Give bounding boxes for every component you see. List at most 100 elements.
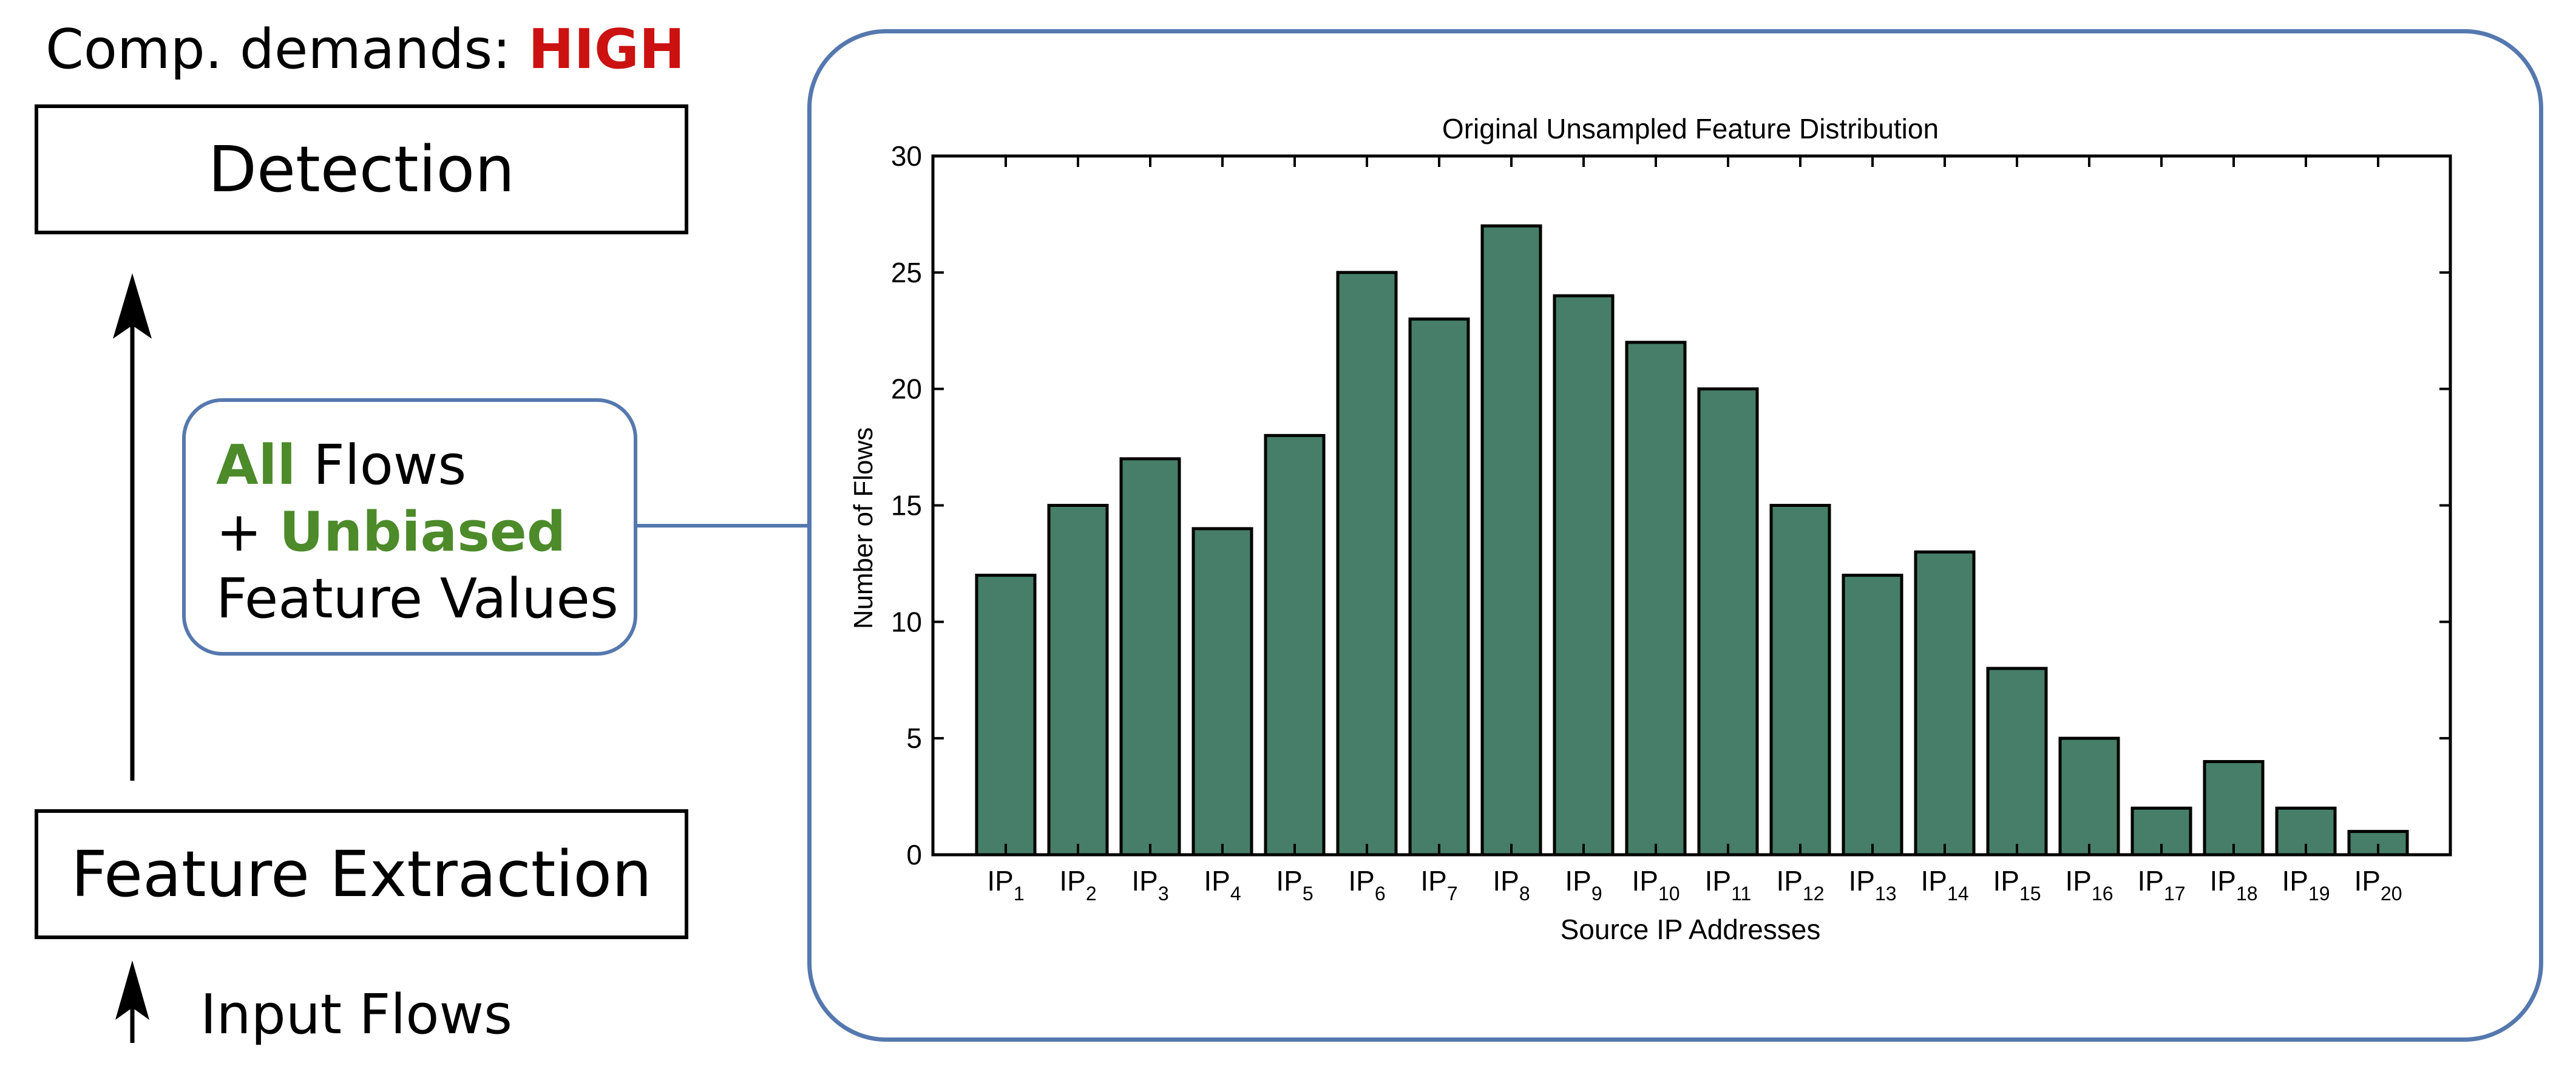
callout-all-highlight: All <box>216 433 296 497</box>
detection-box: Detection <box>35 104 688 234</box>
y-tick-label: 30 <box>891 140 922 172</box>
x-tick-label: IP11 <box>1705 865 1752 905</box>
input-arrow-head <box>115 960 149 1020</box>
x-tick-label-base: IP <box>987 865 1013 897</box>
x-tick-label: IP3 <box>1131 865 1168 905</box>
x-tick-label-base: IP <box>2354 865 2380 897</box>
x-tick-label: IP15 <box>1993 865 2041 905</box>
x-tick-label-base: IP <box>2209 865 2235 897</box>
bar-ip-8 <box>1480 224 1542 857</box>
input-flows-label: Input Flows <box>200 983 512 1047</box>
x-tick-label: IP5 <box>1276 865 1313 905</box>
bar-ip-5 <box>1264 433 1326 857</box>
comp-demands-level: HIGH <box>528 18 685 81</box>
x-tick-label: IP12 <box>1776 865 1824 905</box>
x-tick-label-subscript: 11 <box>1731 883 1751 905</box>
bar-ip-9 <box>1553 294 1615 857</box>
x-tick-label-base: IP <box>1632 865 1658 897</box>
x-tick-label: IP9 <box>1565 865 1602 905</box>
x-tick-label-subscript: 3 <box>1158 883 1169 905</box>
y-tick-label: 5 <box>906 722 922 754</box>
y-tick-label: 15 <box>891 490 922 521</box>
x-tick-label: IP18 <box>2209 865 2257 905</box>
x-tick-label-subscript: 17 <box>2164 883 2186 905</box>
bar-ip-18 <box>2203 760 2265 857</box>
callout-flows-text: Flows <box>296 433 467 497</box>
x-tick-label-subscript: 6 <box>1375 883 1386 905</box>
callout-plus: + <box>216 500 280 564</box>
computational-demands-label: Comp. demands: HIGH <box>46 13 685 86</box>
feature-extraction-label: Feature Extraction <box>71 837 652 911</box>
feature-extraction-box: Feature Extraction <box>35 809 688 939</box>
x-tick-label: IP4 <box>1204 865 1241 905</box>
x-tick-label-subscript: 9 <box>1591 883 1602 905</box>
x-axis-label: Source IP Addresses <box>1561 914 1821 945</box>
x-tick-label-subscript: 16 <box>2092 883 2113 905</box>
x-tick-label-subscript: 19 <box>2308 883 2330 905</box>
x-tick-label-base: IP <box>1204 865 1230 897</box>
ticks-group: IP1 IP2 IP3 IP4 IP5 IP6 IP7 IP8 IP9 IP10 IP11 IP12 I… <box>891 140 2450 905</box>
x-tick-label-base: IP <box>1493 865 1519 897</box>
x-tick-label-subscript: 1 <box>1014 883 1025 905</box>
x-tick-label-subscript: 13 <box>1875 883 1897 905</box>
x-tick-label: IP6 <box>1348 865 1385 905</box>
y-tick-label: 25 <box>891 257 922 288</box>
plot-frame <box>931 154 2452 857</box>
x-tick-label: IP13 <box>1848 865 1896 905</box>
bar-ip-12 <box>1769 504 1831 857</box>
bar-ip-16 <box>2058 736 2120 857</box>
x-tick-label-base: IP <box>1993 865 2019 897</box>
bar-ip-3 <box>1119 457 1181 857</box>
x-tick-label: IP16 <box>2065 865 2113 905</box>
x-tick-label: IP19 <box>2282 865 2330 905</box>
x-tick-label-subscript: 14 <box>1947 883 1969 905</box>
x-tick-label-subscript: 7 <box>1447 883 1458 905</box>
callout-line-3: Feature Values <box>216 567 619 631</box>
y-tick-label: 0 <box>906 839 922 871</box>
x-tick-label-subscript: 4 <box>1230 883 1241 905</box>
y-tick-label: 10 <box>891 606 922 637</box>
x-tick-label: IP20 <box>2354 865 2402 905</box>
x-tick-label-subscript: 15 <box>2019 883 2041 905</box>
callout-box: All Flows + Unbiased Feature Values <box>182 398 637 656</box>
bar-ip-10 <box>1625 341 1687 857</box>
callout-line-2: + Unbiased <box>216 499 634 566</box>
x-tick-label-subscript: 10 <box>1658 883 1680 905</box>
bar-ip-14 <box>1914 550 1976 857</box>
x-tick-label-base: IP <box>1131 865 1158 897</box>
y-axis-label: Number of Flows <box>849 427 878 630</box>
detection-label: Detection <box>208 132 515 206</box>
x-tick-label-subscript: 2 <box>1086 883 1097 905</box>
x-tick-label-base: IP <box>1276 865 1302 897</box>
x-tick-label-base: IP <box>1920 865 1947 897</box>
x-tick-label-base: IP <box>1565 865 1591 897</box>
x-tick-label-base: IP <box>1420 865 1446 897</box>
comp-demands-text: Comp. demands: <box>46 18 511 81</box>
callout-unbiased-highlight: Unbiased <box>279 500 566 564</box>
x-tick-label-base: IP <box>2065 865 2091 897</box>
bar-ip-19 <box>2275 806 2337 857</box>
bar-ip-2 <box>1047 504 1109 857</box>
bar-ip-1 <box>975 574 1037 857</box>
x-tick-label-base: IP <box>1776 865 1802 897</box>
x-tick-label-subscript: 20 <box>2381 883 2402 905</box>
x-tick-label: IP14 <box>1920 865 1968 905</box>
x-tick-label-base: IP <box>1348 865 1374 897</box>
pipeline-arrow-head <box>113 273 152 339</box>
x-tick-label: IP1 <box>987 865 1024 905</box>
x-tick-label: IP17 <box>2137 865 2185 905</box>
bar-ip-11 <box>1697 387 1759 857</box>
bar-ip-15 <box>1986 667 2048 857</box>
x-tick-label-subscript: 12 <box>1803 883 1825 905</box>
bar-ip-6 <box>1336 271 1398 857</box>
x-tick-label-base: IP <box>2137 865 2163 897</box>
callout-line-1: All Flows <box>216 432 634 499</box>
bar-ip-7 <box>1408 317 1470 857</box>
bar-ip-13 <box>1842 574 1903 857</box>
x-tick-label-base: IP <box>1059 865 1085 897</box>
x-tick-label-base: IP <box>1705 865 1731 897</box>
x-tick-label-subscript: 8 <box>1519 883 1530 905</box>
x-tick-label-base: IP <box>2282 865 2308 897</box>
